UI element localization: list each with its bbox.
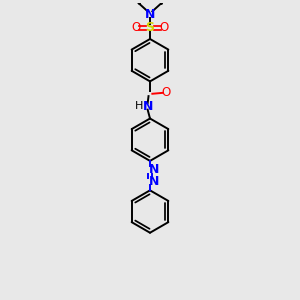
Text: O: O: [160, 21, 169, 34]
Text: O: O: [162, 86, 171, 99]
Text: O: O: [131, 21, 140, 34]
Text: H: H: [135, 101, 144, 111]
Text: N: N: [142, 100, 153, 112]
Text: N: N: [145, 8, 155, 21]
Text: N: N: [149, 175, 159, 188]
Text: S: S: [146, 21, 154, 34]
Text: N: N: [149, 163, 159, 176]
